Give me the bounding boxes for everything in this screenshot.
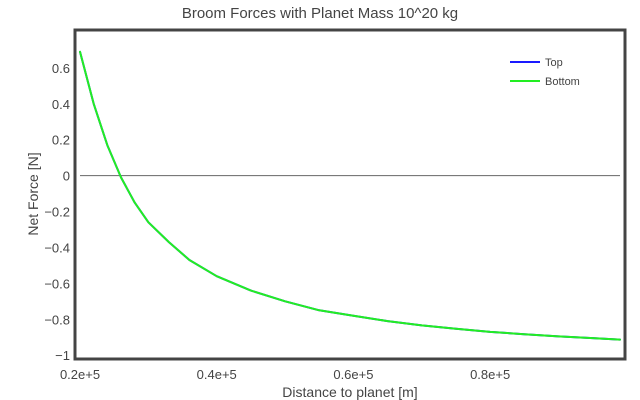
plot-frame [73,28,627,361]
y-tick-label: −0.8 [44,312,70,327]
series-line-bottom [79,50,621,341]
x-tick-label: 0.8e+5 [470,367,510,382]
x-axis-label: Distance to planet [m] [282,384,417,400]
y-tick-label: 0 [63,169,70,184]
legend-label-bottom: Bottom [545,76,580,88]
y-tick-label: −0.4 [44,240,70,255]
legend: Top Bottom [510,57,580,88]
x-ticks: 0.2e+5 0.4e+5 0.6e+5 0.8e+5 [60,367,510,382]
series-lines [79,50,621,341]
y-tick-label: 0.4 [52,97,70,112]
x-tick-label: 0.2e+5 [60,367,100,382]
y-axis-label: Net Force [N] [25,152,41,235]
y-tick-label: 0.6 [52,61,70,76]
y-ticks: 0.6 0.4 0.2 0 −0.2 −0.4 −0.6 −0.8 −1 [44,61,70,363]
chart-title: Broom Forces with Planet Mass 10^20 kg [182,5,458,22]
x-tick-label: 0.4e+5 [197,367,237,382]
legend-label-top: Top [545,57,563,69]
x-tick-label: 0.6e+5 [333,367,373,382]
y-tick-label: −1 [55,348,70,363]
y-tick-label: −0.2 [44,205,70,220]
y-tick-label: 0.2 [52,133,70,148]
y-tick-label: −0.6 [44,276,70,291]
